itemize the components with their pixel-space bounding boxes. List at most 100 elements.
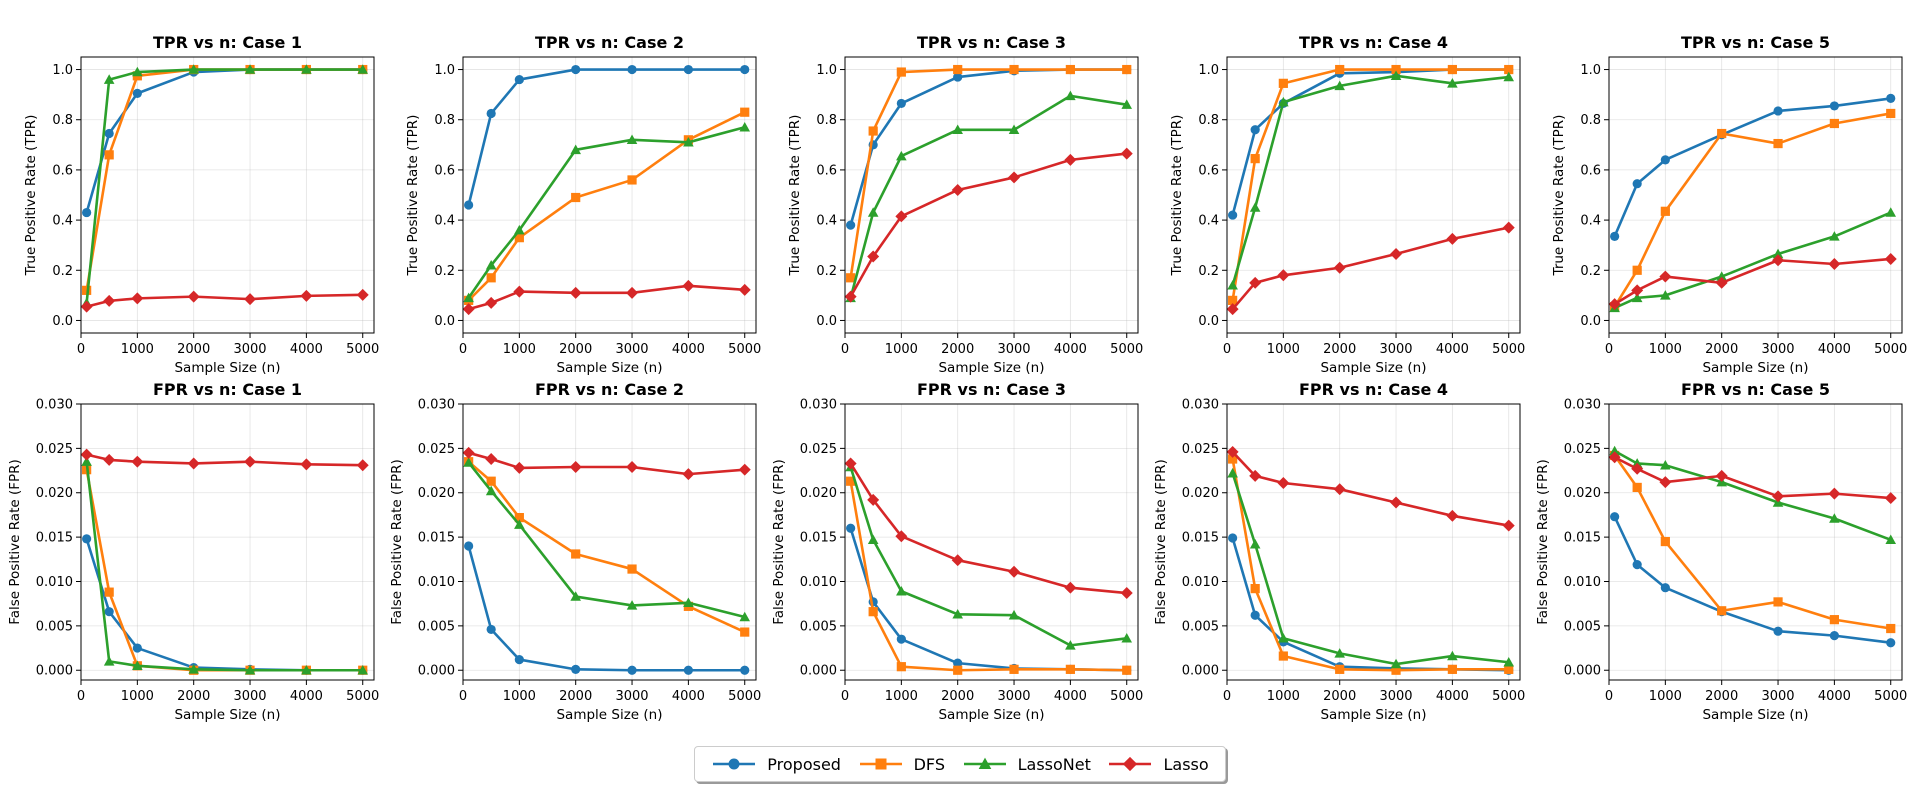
data-point-lassonet [463, 292, 474, 303]
y-tick-label: 0.6 [52, 163, 73, 178]
data-point-lasso [1064, 153, 1077, 166]
x-axis-label: Sample Size (n) [174, 707, 280, 723]
data-point-proposed [82, 534, 92, 544]
data-point-lasso [356, 288, 369, 301]
data-point-lasso [1715, 469, 1728, 482]
data-point-lassonet [244, 64, 256, 74]
x-tick-label: 2000 [941, 342, 974, 357]
data-point-lassonet [683, 137, 694, 147]
data-point-lasso [1446, 509, 1459, 522]
data-point-proposed [514, 654, 524, 665]
series-line-dfs [85, 469, 363, 672]
x-tick-label: 3000 [997, 342, 1030, 357]
data-point-dfs [1717, 128, 1727, 139]
data-point-dfs [486, 273, 496, 283]
x-tick-label: 3000 [615, 342, 648, 357]
data-point-dfs [627, 175, 637, 185]
subplot-10: 0 1000 2000 3000 4000 5000 0.000 0.005 0.010 0.01… [1535, 380, 1907, 723]
y-tick-label: 0.8 [1198, 113, 1219, 128]
data-point-dfs [896, 67, 906, 77]
data-point-lassonet [1716, 271, 1727, 281]
data-point-lassonet [1503, 71, 1515, 82]
y-tick-label: 0.010 [800, 575, 837, 590]
subplot-9: 0 1000 2000 3000 4000 5000 0.000 0.005 0.010 0.01… [1153, 380, 1525, 723]
x-tick-label: 4000 [1054, 689, 1087, 704]
subplot-title: TPR vs n: Case 3 [917, 33, 1066, 52]
y-tick-label: 0.020 [1564, 486, 1601, 501]
legend-label: Proposed [767, 754, 841, 774]
y-tick-label: 0.8 [816, 113, 837, 128]
x-tick-label: 0 [841, 689, 849, 704]
y-axis-label: False Positive Rate (FPR) [771, 459, 787, 625]
data-point-proposed [1660, 155, 1670, 165]
data-point-lasso [738, 283, 751, 296]
legend-swatch-dfs [859, 758, 902, 770]
x-tick-label: 4000 [1818, 689, 1851, 704]
data-point-dfs [1228, 295, 1238, 305]
y-tick-label: 0.020 [36, 486, 73, 501]
data-point-lasso [1715, 276, 1728, 289]
data-point-lasso [131, 455, 144, 468]
y-tick-label: 1.0 [434, 63, 455, 78]
x-tick-label: 2000 [559, 342, 592, 357]
data-point-lasso [1884, 492, 1897, 505]
y-tick-label: 0.4 [52, 214, 73, 229]
data-point-lasso [867, 250, 880, 263]
subplot-title: FPR vs n: Case 2 [535, 380, 684, 399]
y-axis-label: True Positive Rate (TPR) [1551, 115, 1567, 277]
data-point-lassonet [1885, 207, 1897, 217]
data-point-proposed [1773, 106, 1783, 116]
data-point-lasso [300, 289, 313, 302]
data-point-proposed [1886, 638, 1896, 648]
data-point-lasso [187, 457, 200, 470]
subplot-6: 0 1000 2000 3000 4000 5000 0.000 0.005 0.010 0.01… [7, 380, 379, 723]
data-point-lassonet [188, 64, 199, 74]
x-tick-label: 2000 [1323, 342, 1356, 357]
x-tick-label: 2000 [941, 689, 974, 704]
y-tick-label: 0.025 [36, 442, 73, 457]
data-point-lasso [951, 184, 964, 196]
data-point-lasso [867, 493, 880, 506]
series-line-dfs [1231, 458, 1509, 672]
series-line-lassonet [467, 461, 746, 619]
data-point-lassonet [357, 64, 369, 74]
x-tick-label: 4000 [1436, 342, 1469, 357]
data-point-lassonet [1447, 78, 1458, 88]
x-tick-label: 5000 [1874, 689, 1907, 704]
data-point-dfs [514, 233, 524, 243]
x-axis-label: Sample Size (n) [938, 707, 1044, 723]
subplot-5: 0 1000 2000 3000 4000 5000 0.0 0.2 0.4 0.6 0.8 1.0 T… [1551, 33, 1907, 376]
subplot-2: 0 1000 2000 3000 4000 5000 0.0 0.2 0.4 0.6 0.8 1.0 T… [405, 33, 761, 376]
plot-frame [1608, 403, 1903, 681]
data-point-dfs [896, 662, 906, 672]
x-tick-label: 0 [841, 342, 849, 357]
data-point-lassonet [1227, 280, 1238, 290]
data-point-proposed [464, 200, 474, 210]
data-point-lasso [300, 458, 313, 471]
data-point-lasso [682, 468, 695, 481]
legend-swatch-lassonet [963, 757, 1006, 770]
x-tick-label: 1000 [1649, 342, 1682, 357]
legend-swatch-lasso [1109, 756, 1152, 772]
data-point-lasso [626, 461, 639, 473]
data-point-dfs [1250, 583, 1260, 594]
data-point-lasso [1772, 490, 1785, 503]
y-tick-label: 0.025 [800, 442, 837, 457]
data-point-proposed [953, 72, 963, 82]
triangle-marker-icon [978, 757, 991, 770]
series-line-proposed [467, 545, 745, 672]
data-point-lasso [462, 303, 475, 316]
series-line-lassonet [849, 466, 1127, 647]
x-tick-label: 1000 [121, 342, 154, 357]
y-tick-label: 0.4 [1580, 214, 1601, 229]
y-tick-label: 0.030 [36, 398, 73, 413]
subplot-3: 0 1000 2000 3000 4000 5000 0.0 0.2 0.4 0.6 0.8 1.0 T… [787, 33, 1143, 376]
data-point-proposed [627, 665, 637, 675]
y-tick-label: 0.020 [800, 486, 837, 501]
data-point-dfs [1278, 78, 1288, 88]
legend-item-lasso: Lasso [1107, 754, 1209, 774]
x-tick-label: 2000 [559, 689, 592, 704]
data-point-lasso [1884, 253, 1897, 265]
y-tick-label: 0.025 [1564, 442, 1601, 457]
